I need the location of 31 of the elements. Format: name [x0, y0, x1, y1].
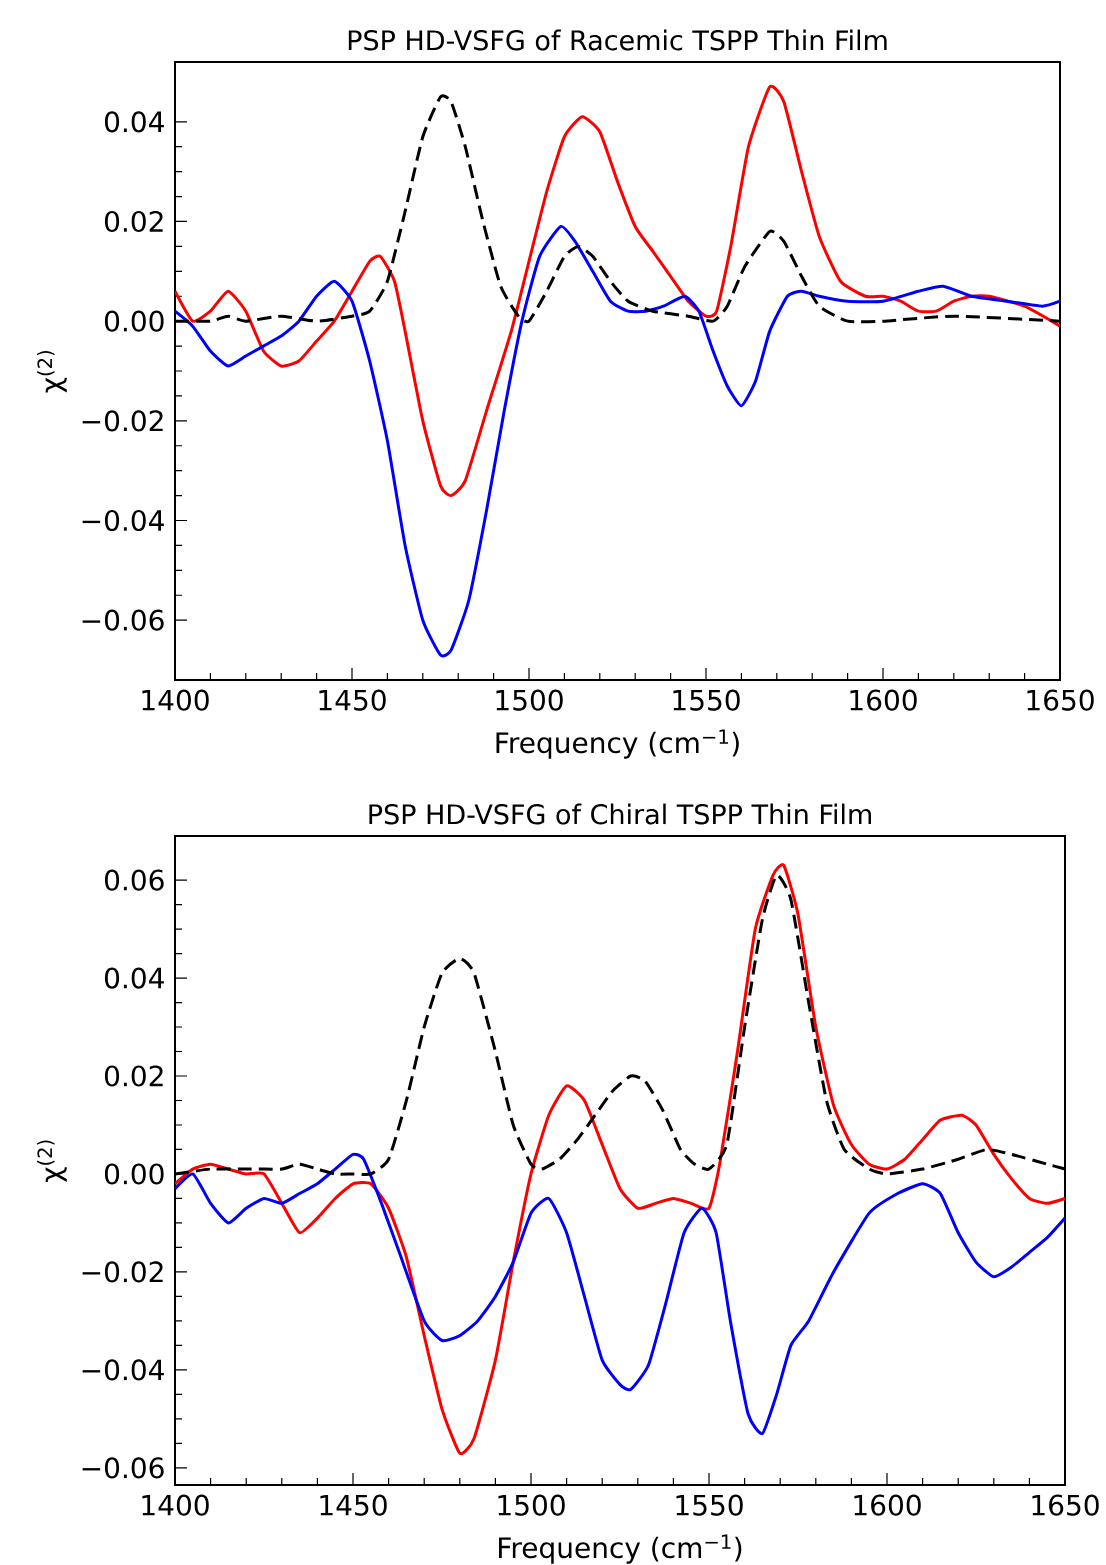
y-tick-label: 0.02 — [104, 1065, 163, 1087]
y-tick-label: −0.02 — [82, 1261, 163, 1283]
y-tick-label: −0.06 — [82, 609, 164, 631]
x-tick-label: 1600 — [850, 689, 917, 711]
x-tick-label: 1450 — [320, 1494, 387, 1516]
x-tick-label: 1500 — [498, 1494, 565, 1516]
x-tick-label: 1600 — [854, 1494, 921, 1516]
y-tick-label: 0.02 — [104, 210, 163, 233]
x-tick-label: 1550 — [676, 1494, 743, 1516]
x-tick-label: 1550 — [673, 689, 740, 711]
chart-title: PSP HD-VSFG of Racemic TSPP Thin Film — [348, 29, 887, 51]
y-tick-label: −0.04 — [82, 509, 164, 532]
x-axis-title: Frequency (cm$^{−1}$) — [496, 729, 739, 759]
y-tick-label: −0.06 — [82, 1457, 164, 1479]
x-tick-label: 1500 — [496, 689, 563, 711]
x-tick-label: 1450 — [319, 689, 386, 711]
y-tick-label: 0.00 — [104, 1163, 164, 1185]
y-tick-label: 0.06 — [104, 869, 164, 891]
x-axis-title: Frequency (cm$^{−1}$) — [499, 1534, 742, 1564]
y-tick-label: 0.00 — [104, 310, 164, 332]
x-tick-label: 1400 — [142, 1494, 209, 1516]
y-tick-label: 0.04 — [104, 111, 164, 133]
chart-title: PSP HD-VSFG of Chiral TSPP Thin Film — [369, 803, 871, 825]
x-tick-label: 1650 — [1032, 1494, 1099, 1516]
x-tick-label: 1650 — [1027, 689, 1094, 711]
y-tick-label: −0.02 — [82, 410, 163, 432]
y-axis-title: χ$^{(2)}$ — [37, 350, 67, 393]
y-tick-label: −0.04 — [82, 1359, 164, 1381]
x-tick-label: 1400 — [142, 689, 209, 711]
y-tick-label: 0.04 — [104, 967, 164, 989]
y-axis-title: χ$^{(2)}$ — [37, 1140, 67, 1182]
